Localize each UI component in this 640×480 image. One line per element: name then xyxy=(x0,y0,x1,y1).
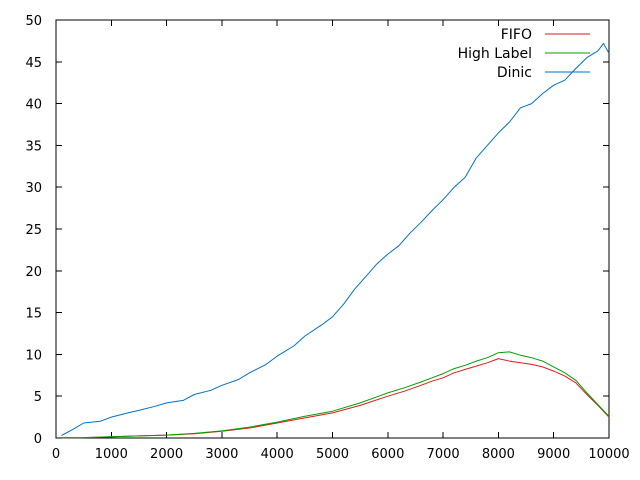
x-tick-label: 4000 xyxy=(261,447,294,462)
x-tick-label: 3000 xyxy=(205,447,238,462)
legend-label: High Label xyxy=(458,46,532,62)
series-lines xyxy=(61,42,610,439)
y-tick-label: 50 xyxy=(25,14,42,29)
axis-ticks: 0 1000 2000 3000 4000 5000 6000 7000 8000 9000 100… xyxy=(25,14,629,462)
x-tick-label: 1000 xyxy=(95,447,128,462)
x-tick-label: 2000 xyxy=(150,447,183,462)
y-tick-label: 5 xyxy=(34,390,42,405)
x-tick-label: 6000 xyxy=(371,447,404,462)
y-tick-label: 20 xyxy=(25,265,42,280)
y-tick-label: 35 xyxy=(25,139,42,154)
x-tick-label: 8000 xyxy=(482,447,515,462)
plot-frame xyxy=(55,19,610,439)
legend: FIFO High Label Dinic xyxy=(458,27,590,81)
y-tick-label: 15 xyxy=(25,307,42,322)
y-tick-label: 0 xyxy=(34,432,42,447)
series-line-high-label xyxy=(61,351,610,439)
y-tick-label: 45 xyxy=(25,56,42,71)
x-tick-label: 5000 xyxy=(316,447,349,462)
series-line-dinic xyxy=(61,42,610,436)
y-tick-label: 40 xyxy=(25,98,42,113)
x-tick-label: 0 xyxy=(52,447,60,462)
legend-label: Dinic xyxy=(497,65,532,81)
y-tick-label: 30 xyxy=(25,181,42,196)
y-tick-label: 25 xyxy=(25,223,42,238)
legend-label: FIFO xyxy=(501,27,532,43)
series-line-fifo xyxy=(61,358,610,439)
x-tick-label: 9000 xyxy=(537,447,570,462)
y-tick-label: 10 xyxy=(25,348,42,363)
x-tick-label: 10000 xyxy=(588,447,629,462)
plot-axes xyxy=(55,19,610,439)
x-tick-label: 7000 xyxy=(427,447,460,462)
